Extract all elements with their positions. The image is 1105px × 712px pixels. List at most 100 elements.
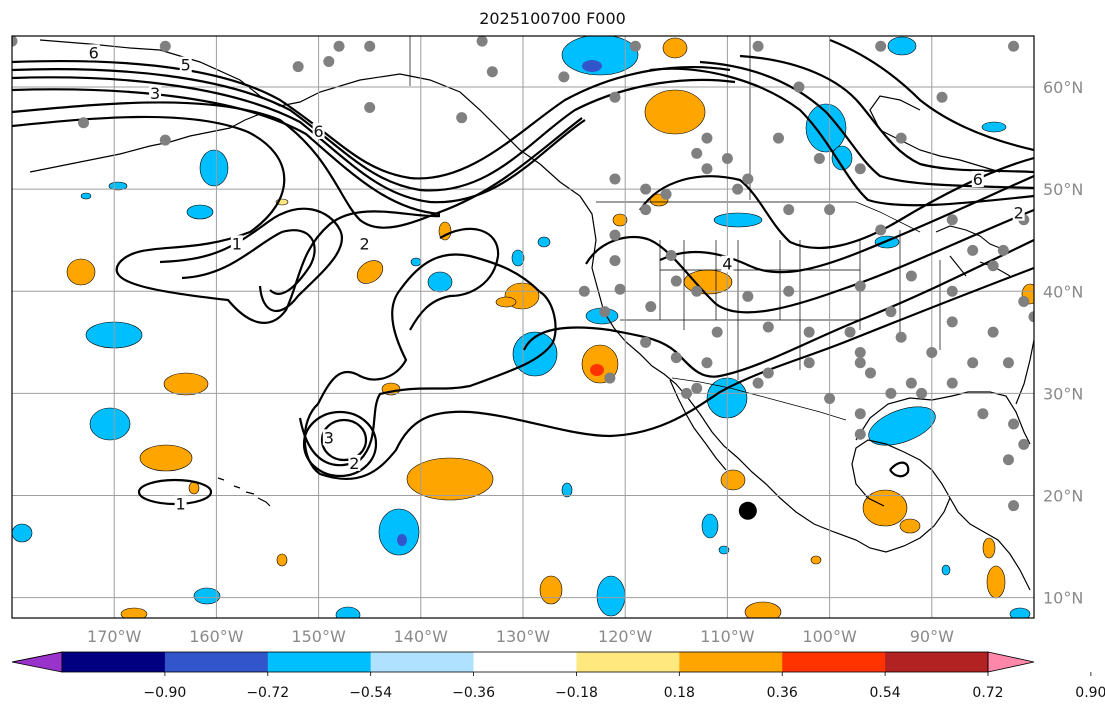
station-dot: [614, 283, 626, 295]
anomaly-patch: [378, 508, 420, 556]
anomaly-patch: [356, 260, 384, 284]
anomaly-patch: [80, 192, 92, 200]
station-dot: [364, 101, 376, 113]
hawaii-islands: [217, 477, 271, 507]
contour-label-bg: [312, 123, 325, 139]
anomaly-patch: [335, 606, 361, 618]
anomaly-patch: [539, 575, 563, 605]
station-dot: [803, 357, 815, 369]
contour-label-bg: [174, 495, 187, 512]
contour-line: [12, 101, 583, 229]
baja-coast: [669, 379, 727, 471]
station-dot: [854, 428, 866, 440]
station-dot: [323, 56, 335, 68]
latitude-labels: 60°N 50°N 40°N 30°N 20°N 10°N: [1043, 78, 1083, 608]
station-dot: [1018, 438, 1030, 450]
latitude-tick-label: 60°N: [1043, 78, 1083, 97]
station-dot: [609, 229, 621, 241]
contour-line: [320, 418, 368, 462]
station-dot: [854, 408, 866, 420]
station-dot: [640, 183, 652, 195]
anomaly-patch: [561, 36, 639, 76]
station-dot: [159, 134, 171, 146]
colorbar-tick-label: −0.54: [349, 685, 392, 701]
anomaly-patch: [662, 37, 688, 59]
station-dot: [701, 132, 713, 144]
anomaly-patch: [713, 212, 763, 228]
anomaly-patch: [831, 145, 853, 171]
station-dot: [783, 204, 795, 216]
contour-line: [639, 156, 1034, 249]
contour-line: [585, 208, 1034, 314]
latitude-tick-label: 20°N: [1043, 486, 1083, 505]
station-dot: [665, 250, 677, 262]
contour-line: [409, 227, 500, 331]
anomaly-patch: [887, 36, 917, 56]
station-dot: [854, 163, 866, 175]
colorbar-segment: [576, 652, 680, 672]
east-coast: [1015, 339, 1034, 405]
station-dot: [711, 326, 723, 338]
contour-line: [649, 67, 1034, 207]
station-dot: [159, 40, 171, 52]
colorbar-outline-edge: [11, 651, 63, 663]
longitude-tick-label: 120°W: [598, 627, 653, 646]
contour-label-bg: [322, 429, 335, 446]
map-title: 2025100700 F000: [479, 9, 626, 28]
latitude-tick-label: 40°N: [1043, 282, 1083, 301]
contour-label-bg: [348, 454, 361, 471]
station-dot: [1028, 311, 1034, 323]
station-dot: [905, 377, 917, 389]
contour-line: [659, 174, 1034, 274]
station-dot: [967, 357, 979, 369]
station-dot: [946, 316, 958, 328]
station-dot: [640, 336, 652, 348]
anomaly-patch: [701, 513, 719, 539]
contour-label-bg: [179, 56, 192, 73]
contour-line: [12, 88, 441, 216]
station-dot: [824, 204, 836, 216]
contour-label-bg: [358, 235, 371, 252]
station-dot: [987, 260, 999, 272]
contour-label-bg: [1012, 204, 1025, 221]
contour-label: 2: [1014, 204, 1024, 223]
station-dot: [926, 347, 938, 359]
station-dot: [824, 392, 836, 404]
station-dot: [599, 306, 611, 318]
anomaly-patch: [744, 601, 782, 618]
contour-label: 2: [349, 454, 359, 473]
station-dot: [875, 224, 887, 236]
contour-label: 6: [314, 122, 324, 141]
station-dot: [946, 214, 958, 226]
station-dot: [609, 91, 621, 103]
contour-line: [829, 38, 1034, 152]
contour-line: [303, 266, 1034, 480]
station-dot: [1008, 40, 1020, 52]
station-dot: [916, 387, 928, 399]
station-dot: [783, 285, 795, 297]
station-dot: [578, 285, 590, 297]
contour-label-bg: [230, 235, 243, 252]
colorbar-segment: [679, 652, 783, 672]
station-dot: [742, 173, 754, 185]
station-dot: [1049, 41, 1060, 52]
anomaly-patch: [163, 372, 209, 396]
latitude-tick-label: 30°N: [1043, 384, 1083, 403]
station-dot: [895, 331, 907, 343]
anomaly-patch: [810, 555, 822, 565]
station-dot: [1018, 295, 1030, 307]
colorbar-segment: [164, 652, 269, 672]
station-dot: [773, 132, 784, 144]
station-dot: [364, 40, 376, 52]
us-gulf-coast: [855, 391, 1031, 445]
station-dot: [1039, 240, 1050, 251]
anomaly-patch: [590, 364, 604, 376]
anomaly-patch: [186, 204, 214, 220]
colorbar-segment: [267, 652, 372, 672]
contour-label: 1: [176, 495, 186, 514]
anomaly-patch: [406, 457, 494, 501]
contour-label: 6: [89, 43, 99, 62]
station-dot: [803, 326, 815, 338]
anomaly-patch: [276, 553, 288, 567]
